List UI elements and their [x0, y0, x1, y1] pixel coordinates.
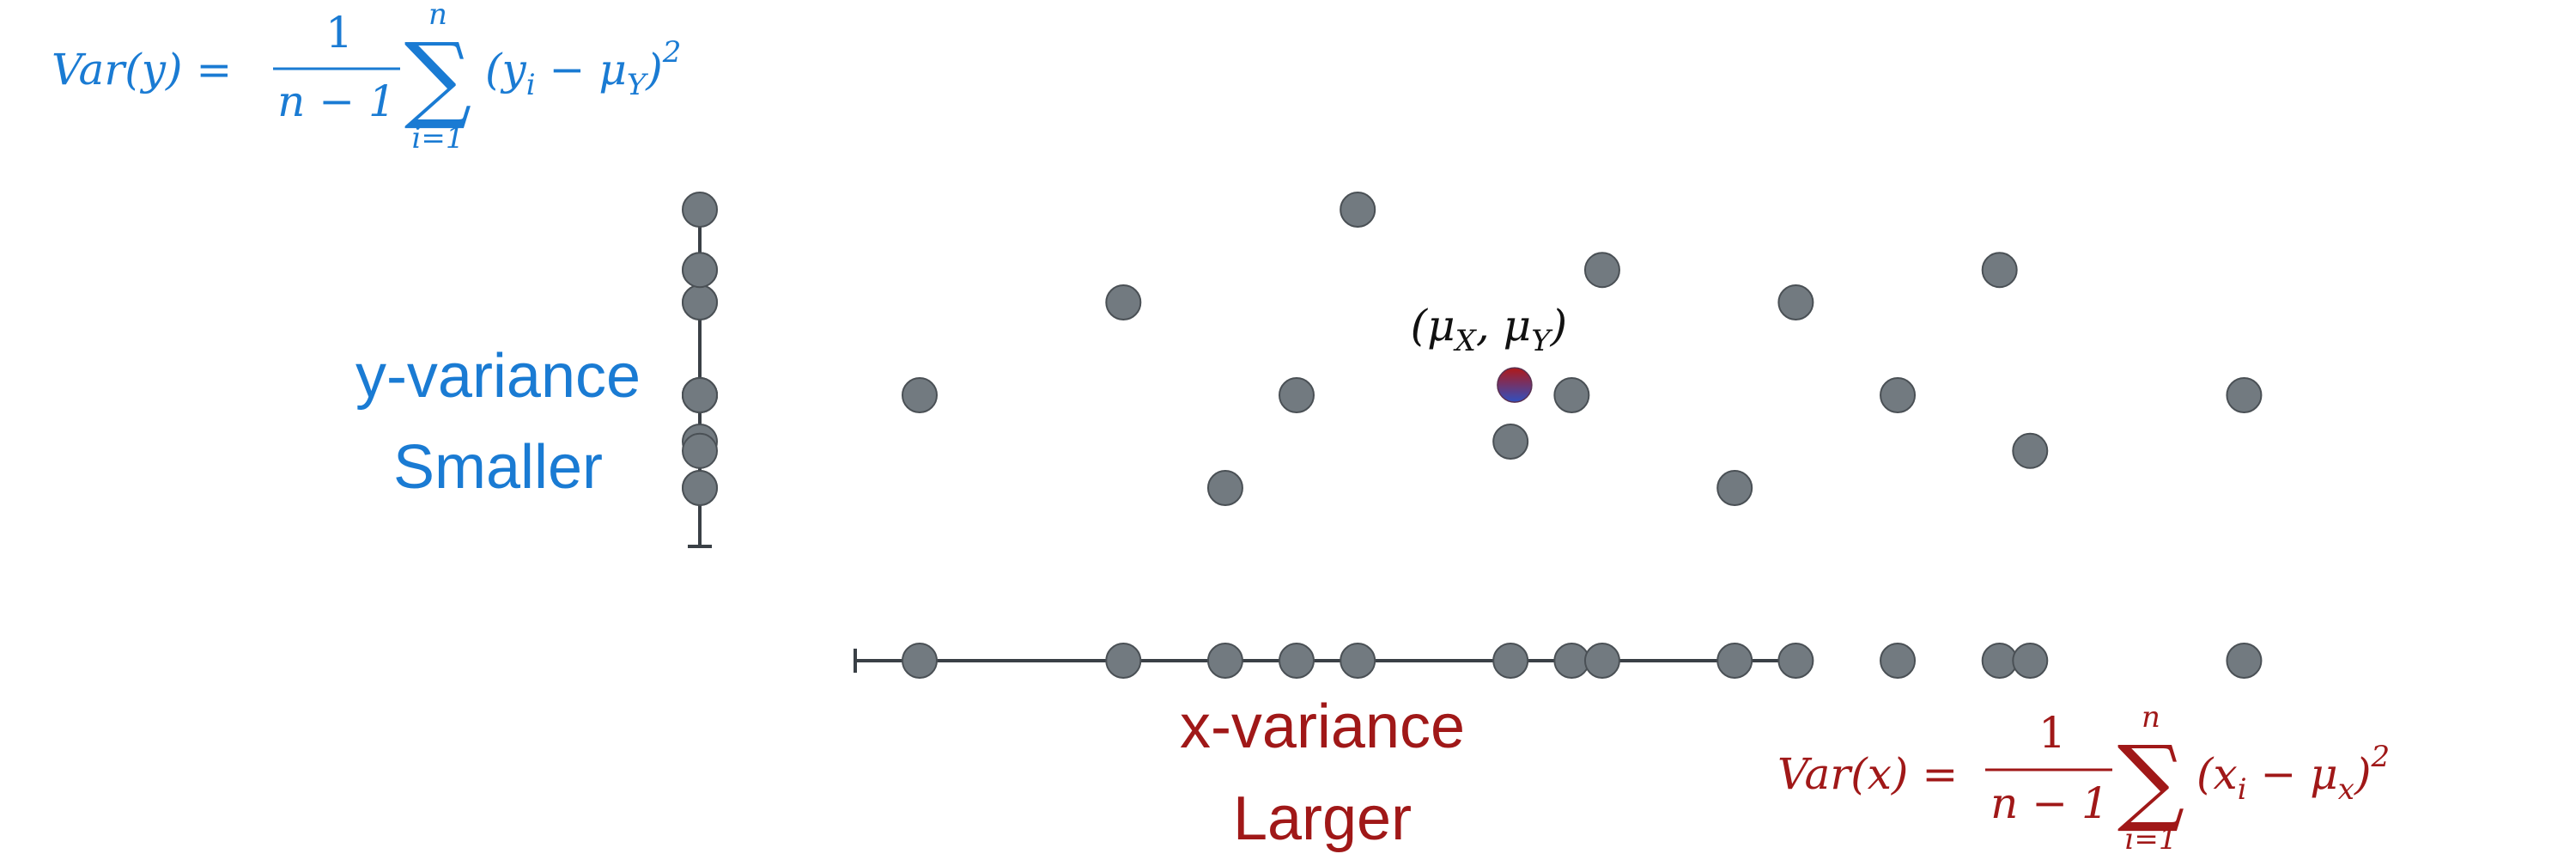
x-projection-point — [1553, 643, 1590, 679]
x-formula-sum-bottom: i=1 — [2125, 822, 2178, 856]
x-term-close: ) — [2354, 749, 2372, 799]
x-variance-formula: Var(x) = 1 n − 1 n ∑ i=1 (xi − μx)2 — [1777, 700, 2390, 857]
x-variance-size-label: Larger — [1233, 784, 1412, 853]
x-projection-point — [1583, 643, 1620, 679]
y-projection-point — [682, 284, 718, 320]
mean-label-sub2: Y — [1531, 324, 1553, 358]
y-variance-formula: Var(y) = 1 n − 1 n ∑ i=1 (yi − μY)2 — [52, 0, 681, 156]
scatter-point — [2226, 377, 2263, 413]
mean-label: (μX, μY) — [1411, 301, 1568, 358]
y-term-sub: i — [526, 68, 536, 102]
x-formula-denominator: n − 1 — [1990, 778, 2109, 828]
mean-point — [1497, 367, 1533, 403]
y-projection-point — [682, 192, 718, 228]
scatter-point — [1716, 470, 1753, 506]
scatter-points — [902, 192, 2263, 506]
y-variance-label-group: y-variance Smaller — [355, 342, 641, 502]
scatter-point — [1583, 252, 1620, 289]
x-variance-label: x-variance — [1180, 692, 1465, 761]
x-formula-term: (xi − μx)2 — [2196, 740, 2390, 807]
mean-label-sub1: X — [1453, 324, 1478, 358]
x-projection-point — [2012, 643, 2049, 679]
x-projection-point — [1206, 643, 1243, 679]
scatter-point — [902, 377, 938, 413]
scatter-point — [1279, 377, 1315, 413]
x-projection-point — [1340, 643, 1376, 679]
x-projection-point — [1279, 643, 1315, 679]
x-term-mid: − μ — [2247, 749, 2338, 799]
y-projection-point — [682, 252, 718, 289]
x-projection-point — [1716, 643, 1753, 679]
x-projection-point — [1777, 643, 1814, 679]
x-formula-numerator: 1 — [2038, 708, 2066, 758]
y-projection-point — [682, 377, 718, 413]
y-term-sub2: Y — [627, 68, 649, 102]
scatter-point — [1492, 424, 1529, 460]
y-formula-numerator: 1 — [325, 8, 353, 58]
y-formula-sum-symbol: ∑ — [404, 22, 472, 132]
scatter-point — [1340, 192, 1376, 228]
y-variance-label: y-variance — [355, 342, 641, 411]
x-term-open: (x — [2196, 749, 2238, 799]
x-variance-label-group: x-variance Larger — [1180, 692, 1465, 853]
x-projection-point — [1981, 643, 2018, 679]
y-term-open: (y — [485, 45, 527, 95]
scatter-point — [2012, 432, 2049, 469]
y-formula-denominator: n − 1 — [277, 76, 396, 126]
y-projection-point — [682, 470, 718, 506]
scatter-point — [1553, 377, 1590, 413]
scatter-point — [1105, 284, 1142, 320]
x-formula-lhs: Var(x) = — [1777, 749, 1958, 799]
x-projection-point — [1105, 643, 1142, 679]
y-term-close: ) — [645, 45, 663, 95]
x-projection-point — [2226, 643, 2263, 679]
x-projection-point — [1880, 643, 1917, 679]
y-term-mid: − μ — [536, 45, 627, 95]
x-term-sub2: x — [2338, 772, 2354, 807]
scatter-point — [1777, 284, 1814, 320]
x-formula-sum-top: n — [2142, 700, 2160, 735]
y-formula-term: (yi − μY)2 — [485, 35, 681, 102]
mean-label-close: ) — [1550, 301, 1568, 351]
y-formula-sum-top: n — [428, 0, 447, 32]
x-projection-point — [902, 643, 938, 679]
x-projection-point — [1492, 643, 1529, 679]
x-formula-sum-symbol: ∑ — [2117, 725, 2185, 835]
y-variance-size-label: Smaller — [393, 433, 603, 502]
mean-label-mid: , μ — [1476, 301, 1531, 351]
scatter-point — [1880, 377, 1917, 413]
y-formula-lhs: Var(y) = — [52, 45, 232, 95]
y-formula-sum-bottom: i=1 — [412, 121, 465, 156]
x-term-sub: i — [2238, 772, 2247, 807]
mean-point-group — [1497, 367, 1533, 403]
y-term-power: 2 — [662, 35, 682, 70]
y-projection-point — [682, 432, 718, 469]
mean-label-open: (μ — [1411, 301, 1455, 351]
scatter-point — [1981, 252, 2018, 289]
y-projection-axis — [682, 192, 718, 548]
x-projection-axis — [854, 643, 2263, 679]
scatter-point — [1206, 470, 1243, 506]
x-term-power: 2 — [2370, 740, 2390, 774]
